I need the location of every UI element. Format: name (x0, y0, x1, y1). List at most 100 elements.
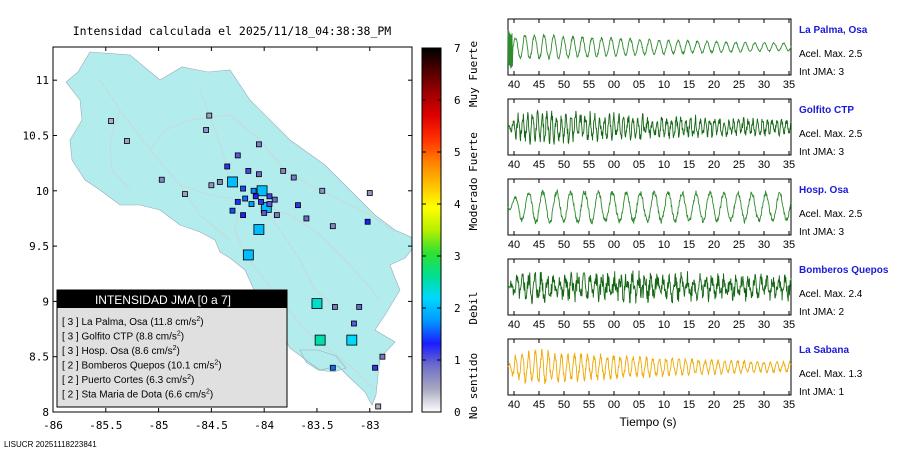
waveform-x-tick-label: 00 (608, 159, 620, 171)
waveform-x-tick-label: 20 (708, 159, 720, 171)
legend-row-part: Bomberos Quepos (81, 361, 164, 372)
colorbar-category-label: Fuerte (467, 132, 480, 172)
waveform-x-tick-label: 55 (583, 399, 595, 411)
waveform-trace (507, 349, 792, 385)
waveform-x-tick-label: 10 (658, 319, 670, 331)
map-x-tick-label: -85 (149, 419, 169, 432)
jma-legend: INTENSIDAD JMA [0 a 7] [ 3 ] La Palma, O… (56, 289, 288, 408)
station-marker (332, 304, 338, 310)
legend-row: [ 3 ] Hosp. Osa (8.6 cm/s2) (62, 345, 180, 357)
waveform-x-tick-label: 55 (583, 319, 595, 331)
station-marker (346, 334, 358, 346)
colorbar-tick-label: 5 (454, 146, 461, 159)
station-marker (240, 185, 246, 192)
station-marker (208, 182, 215, 189)
map-x-tick-label: -84 (254, 419, 274, 432)
map-frame (52, 46, 413, 413)
station-marker (224, 163, 231, 170)
station-marker (124, 138, 130, 144)
colorbar-tick-label: 6 (454, 94, 461, 107)
colorbar-tick-label: 2 (454, 302, 461, 315)
legend-box (56, 289, 288, 408)
waveform-panel: 40 45 50 55 00 05 10 15 20 25 30 35 La Palma, Osa Ace… (507, 18, 868, 91)
station-max-accel: Acel. Max. 2.5 (799, 129, 863, 140)
waveform-x-tick-label: 55 (583, 239, 595, 251)
legend-row-part: cm/s (166, 375, 187, 386)
colorbar-tick-label: 7 (454, 42, 461, 55)
waveform-x-tick-label: 20 (708, 319, 720, 331)
legend-row-part: 2 (68, 390, 74, 401)
station-jma-intensity: Int JMA: 3 (799, 227, 844, 238)
legend-unit-superscript: 2 (214, 360, 218, 367)
station-max-accel: Acel. Max. 2.5 (799, 49, 863, 60)
waveform-x-tick-label: 45 (533, 159, 545, 171)
station-marker (203, 127, 210, 133)
station-marker (290, 174, 297, 181)
station-marker (379, 353, 386, 360)
waveform-x-tick-label: 25 (733, 79, 745, 91)
station-marker (245, 167, 252, 174)
station-marker (258, 198, 264, 205)
station-marker (242, 195, 249, 202)
legend-unit-superscript: 2 (196, 316, 200, 323)
map-y-tick-label: 8.5 (29, 351, 49, 364)
station-marker (311, 298, 323, 310)
station-marker (319, 187, 326, 194)
station-marker (158, 176, 165, 183)
station-jma-intensity: Int JMA: 1 (799, 387, 844, 398)
station-marker (273, 212, 280, 219)
waveform-x-tick-label: 50 (558, 319, 570, 331)
waveform-x-tick-label: 55 (583, 79, 595, 91)
waveform-x-tick-label: 35 (783, 79, 795, 91)
waveform-x-tick-label: 05 (633, 399, 645, 411)
legend-row-part: 10.1 (171, 361, 191, 372)
waveform-panel: 40 45 50 55 00 05 10 15 20 25 30 35 Golfito CTP Acel.… (507, 98, 863, 171)
waveform-x-tick-label: 30 (758, 79, 770, 91)
waveform-x-tick-label: 05 (633, 79, 645, 91)
waveform-x-tick-label: 35 (783, 239, 795, 251)
station-marker (266, 193, 273, 200)
colorbar-labels: No sentido Debil Moderado Fuerte Muy Fuerte (467, 41, 480, 419)
station-marker (280, 167, 287, 174)
map-axis-ticks: -86 -85.5 -85 -84.5 -84 -83.5 -83 11 10.5 10 9.5 9 8… (23, 47, 412, 432)
station-name: Bomberos Quepos (799, 265, 889, 276)
waveform-x-tick-label: 10 (658, 79, 670, 91)
legend-row: [ 2 ] Puerto Cortes (6.3 cm/s2) (62, 374, 194, 386)
waveform-frame (507, 178, 792, 236)
map-x-tick-label: -83.5 (300, 419, 333, 432)
legend-row-part: cm/s (185, 390, 206, 401)
waveform-panel: 40 45 50 55 00 05 10 15 20 25 30 35 Hosp. Osa Acel. M… (507, 178, 863, 251)
station-marker (256, 185, 268, 197)
station-markers (108, 112, 386, 410)
waveform-x-tick-label: 40 (508, 239, 520, 251)
legend-row-part: cm/s (156, 332, 177, 343)
waveform-trace (507, 109, 792, 145)
map-title: Intensidad calculada el 2025/11/18_04:38… (73, 24, 392, 38)
legend-row-part: 6.3 (149, 375, 163, 386)
legend-row-part: 11.8 (154, 317, 173, 328)
station-marker (248, 201, 255, 207)
station-marker (314, 334, 326, 346)
waveform-x-tick-label: 10 (658, 159, 670, 171)
legend-unit-superscript: 2 (173, 345, 177, 352)
legend-row: [ 3 ] Golfito CTP (8.8 cm/s2) (62, 331, 184, 343)
station-marker (261, 210, 268, 216)
legend-row-part: cm/s (175, 317, 196, 328)
legend-row-part: 2 (68, 375, 74, 386)
station-marker (329, 223, 336, 230)
legend-row-part: cm/s (193, 361, 214, 372)
waveform-x-tick-label: 15 (683, 399, 695, 411)
station-marker (364, 218, 371, 225)
map-y-tick-label: 11 (36, 74, 49, 87)
waveform-x-tick-label: 10 (658, 239, 670, 251)
legend-row-part: 3 (68, 317, 74, 328)
legend-row-part: cm/s (152, 346, 173, 357)
waveform-x-tick-label: 55 (583, 159, 595, 171)
waveform-x-tick-label: 05 (633, 159, 645, 171)
colorbar-tick-label: 0 (454, 406, 461, 419)
station-marker (271, 196, 278, 203)
legend-title-bar (57, 290, 287, 308)
station-marker (351, 320, 357, 327)
waveform-x-tick-label: 20 (708, 399, 720, 411)
